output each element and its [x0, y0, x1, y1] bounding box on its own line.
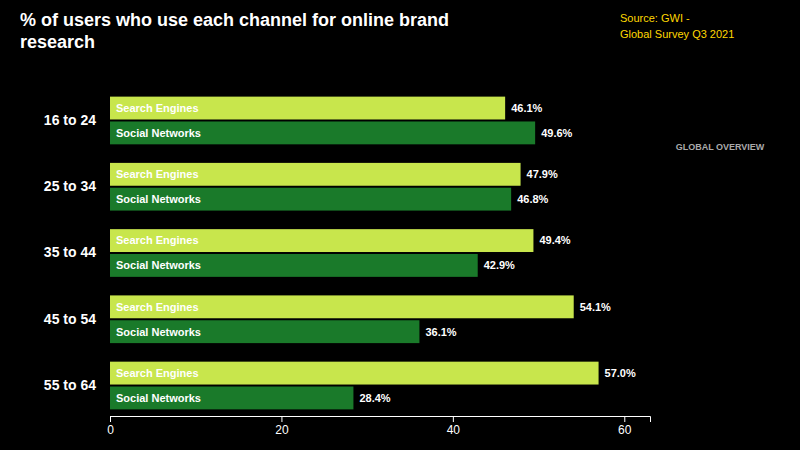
data-label: 36.1% [425, 326, 456, 338]
annotation: Source: GWI - [620, 12, 690, 24]
y-tick-label: 25 to 34 [44, 178, 96, 194]
bar-inner-label: Social Networks [116, 193, 201, 205]
x-tick-mark [453, 416, 454, 422]
title: % of users who use each channel for onli… [20, 10, 449, 52]
data-label: 57.0% [605, 367, 636, 379]
x-tick: 60 [618, 416, 632, 437]
bar-inner-label: Search Engines [116, 367, 199, 379]
x-axis: 0 20 40 60 [107, 416, 650, 437]
x-tick: 40 [447, 416, 461, 437]
annotation: Global Survey Q3 2021 [620, 28, 734, 40]
y-tick: 35 to 44 [44, 244, 96, 260]
bar [110, 320, 419, 343]
bars [110, 97, 599, 410]
x-tick-label: 60 [618, 423, 632, 437]
bar [110, 387, 353, 410]
bar [110, 163, 521, 186]
bar [110, 254, 478, 277]
y-tick-label: 35 to 44 [44, 244, 96, 260]
data-label: 46.8% [517, 193, 548, 205]
x-tick-label: 0 [107, 423, 114, 437]
x-tick-label: 40 [447, 423, 461, 437]
plot: 0 20 40 60 16 to 24 25 to 34 35 to 44 45 to 54 5… [44, 97, 651, 437]
y-axis: 16 to 24 25 to 34 35 to 44 45 to 54 55 to 64 [44, 112, 96, 393]
x-axis-line [111, 417, 651, 423]
bar-inner-label: Search Engines [116, 234, 199, 246]
bar [110, 121, 535, 144]
x-tick: 0 [107, 416, 114, 437]
bar [110, 229, 533, 252]
chart: % of users who use each channel for onli… [0, 0, 800, 450]
data-label: 49.4% [539, 234, 570, 246]
bar [110, 362, 599, 385]
background [0, 0, 800, 450]
labels: Search Engines 46.1% Search Engines 47.9% Se… [116, 102, 636, 404]
data-label: 42.9% [484, 259, 515, 271]
data-label: 46.1% [511, 102, 542, 114]
data-label: 49.6% [541, 127, 572, 139]
bar [110, 97, 505, 120]
x-tick: 20 [275, 416, 289, 437]
bar-inner-label: Social Networks [116, 127, 201, 139]
annotation: GLOBAL OVERVIEW [676, 142, 765, 152]
data-label: 28.4% [359, 392, 390, 404]
y-tick: 16 to 24 [44, 112, 96, 128]
y-tick: 45 to 54 [44, 311, 96, 327]
bar-inner-label: Social Networks [116, 259, 201, 271]
y-tick-label: 16 to 24 [44, 112, 96, 128]
bar-inner-label: Search Engines [116, 301, 199, 313]
x-tick-label: 20 [275, 423, 289, 437]
bar [110, 295, 574, 318]
y-tick-label: 45 to 54 [44, 311, 96, 327]
y-tick: 25 to 34 [44, 178, 96, 194]
bar-inner-label: Search Engines [116, 102, 199, 114]
x-tick-mark [624, 416, 625, 422]
x-tick-mark [281, 416, 282, 422]
y-tick: 55 to 64 [44, 377, 96, 393]
data-label: 54.1% [580, 301, 611, 313]
bar-inner-label: Social Networks [116, 326, 201, 338]
bar-inner-label: Search Engines [116, 168, 199, 180]
y-tick-label: 55 to 64 [44, 377, 96, 393]
bar [110, 188, 511, 211]
data-label: 47.9% [527, 168, 558, 180]
bar-inner-label: Social Networks [116, 392, 201, 404]
x-tick-mark [110, 416, 111, 422]
